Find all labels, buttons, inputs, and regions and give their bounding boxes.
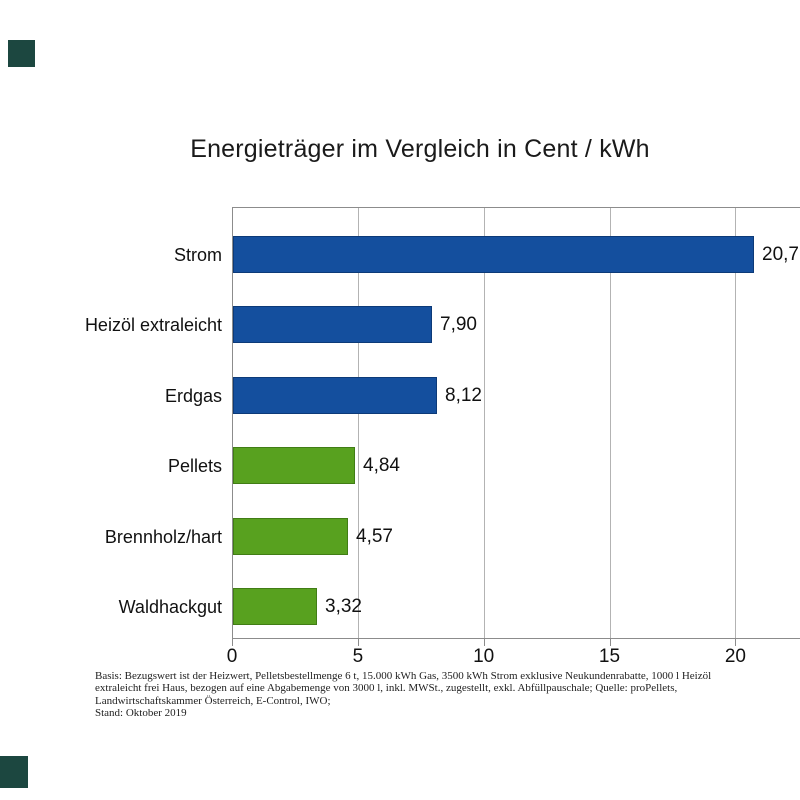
chart-title: Energieträger im Vergleich in Cent / kWh bbox=[190, 135, 650, 163]
category-label: Erdgas bbox=[164, 385, 222, 406]
bar bbox=[233, 306, 432, 343]
value-label: 8,12 bbox=[445, 384, 482, 406]
grid-line bbox=[609, 207, 611, 638]
grid-line bbox=[483, 207, 485, 638]
category-label: Pellets bbox=[167, 455, 222, 476]
x-tick-label: 0 bbox=[226, 646, 238, 667]
bar bbox=[233, 518, 348, 555]
footnote-line: Basis: Bezugswert ist der Heizwert, Pell… bbox=[95, 670, 712, 682]
bar bbox=[233, 377, 437, 414]
category-label: Strom bbox=[173, 244, 222, 265]
category-label: Heizöl extraleicht bbox=[84, 314, 222, 335]
x-tick-mark bbox=[735, 638, 737, 646]
value-label: 3,32 bbox=[325, 595, 362, 617]
footnote-line: Stand: Oktober 2019 bbox=[95, 707, 187, 720]
x-tick-mark bbox=[232, 638, 233, 646]
x-tick-label: 10 bbox=[473, 646, 495, 667]
x-tick-label: 20 bbox=[724, 646, 746, 667]
x-tick-label: 5 bbox=[352, 646, 364, 667]
x-axis-line bbox=[232, 638, 800, 639]
x-tick-mark bbox=[483, 638, 485, 646]
x-tick-mark bbox=[609, 638, 611, 646]
value-label: 20,7 bbox=[762, 243, 799, 265]
bar bbox=[233, 447, 355, 484]
x-tick-label: 15 bbox=[598, 646, 621, 667]
footnote-line: Landwirtschaftskammer Österreich, E-Cont… bbox=[95, 694, 331, 707]
x-tick-mark bbox=[357, 638, 359, 646]
bar bbox=[233, 588, 317, 625]
corner-marker-bottom-left bbox=[0, 756, 28, 788]
footnote: Basis: Bezugswert ist der Heizwert, Pell… bbox=[95, 670, 800, 720]
value-label: 7,90 bbox=[440, 313, 477, 335]
category-label: Brennholz/hart bbox=[104, 526, 222, 547]
category-label: Waldhackgut bbox=[118, 596, 222, 617]
footnote-line: extraleicht frei Haus, bezogen auf eine … bbox=[95, 682, 678, 695]
value-label: 4,57 bbox=[356, 525, 393, 547]
y-axis-line bbox=[232, 207, 233, 638]
corner-marker-top-left bbox=[8, 40, 35, 67]
plot-top-border bbox=[232, 207, 800, 208]
bar bbox=[233, 236, 754, 273]
value-label: 4,84 bbox=[363, 454, 400, 476]
grid-line bbox=[357, 207, 359, 638]
grid-line bbox=[735, 207, 737, 638]
